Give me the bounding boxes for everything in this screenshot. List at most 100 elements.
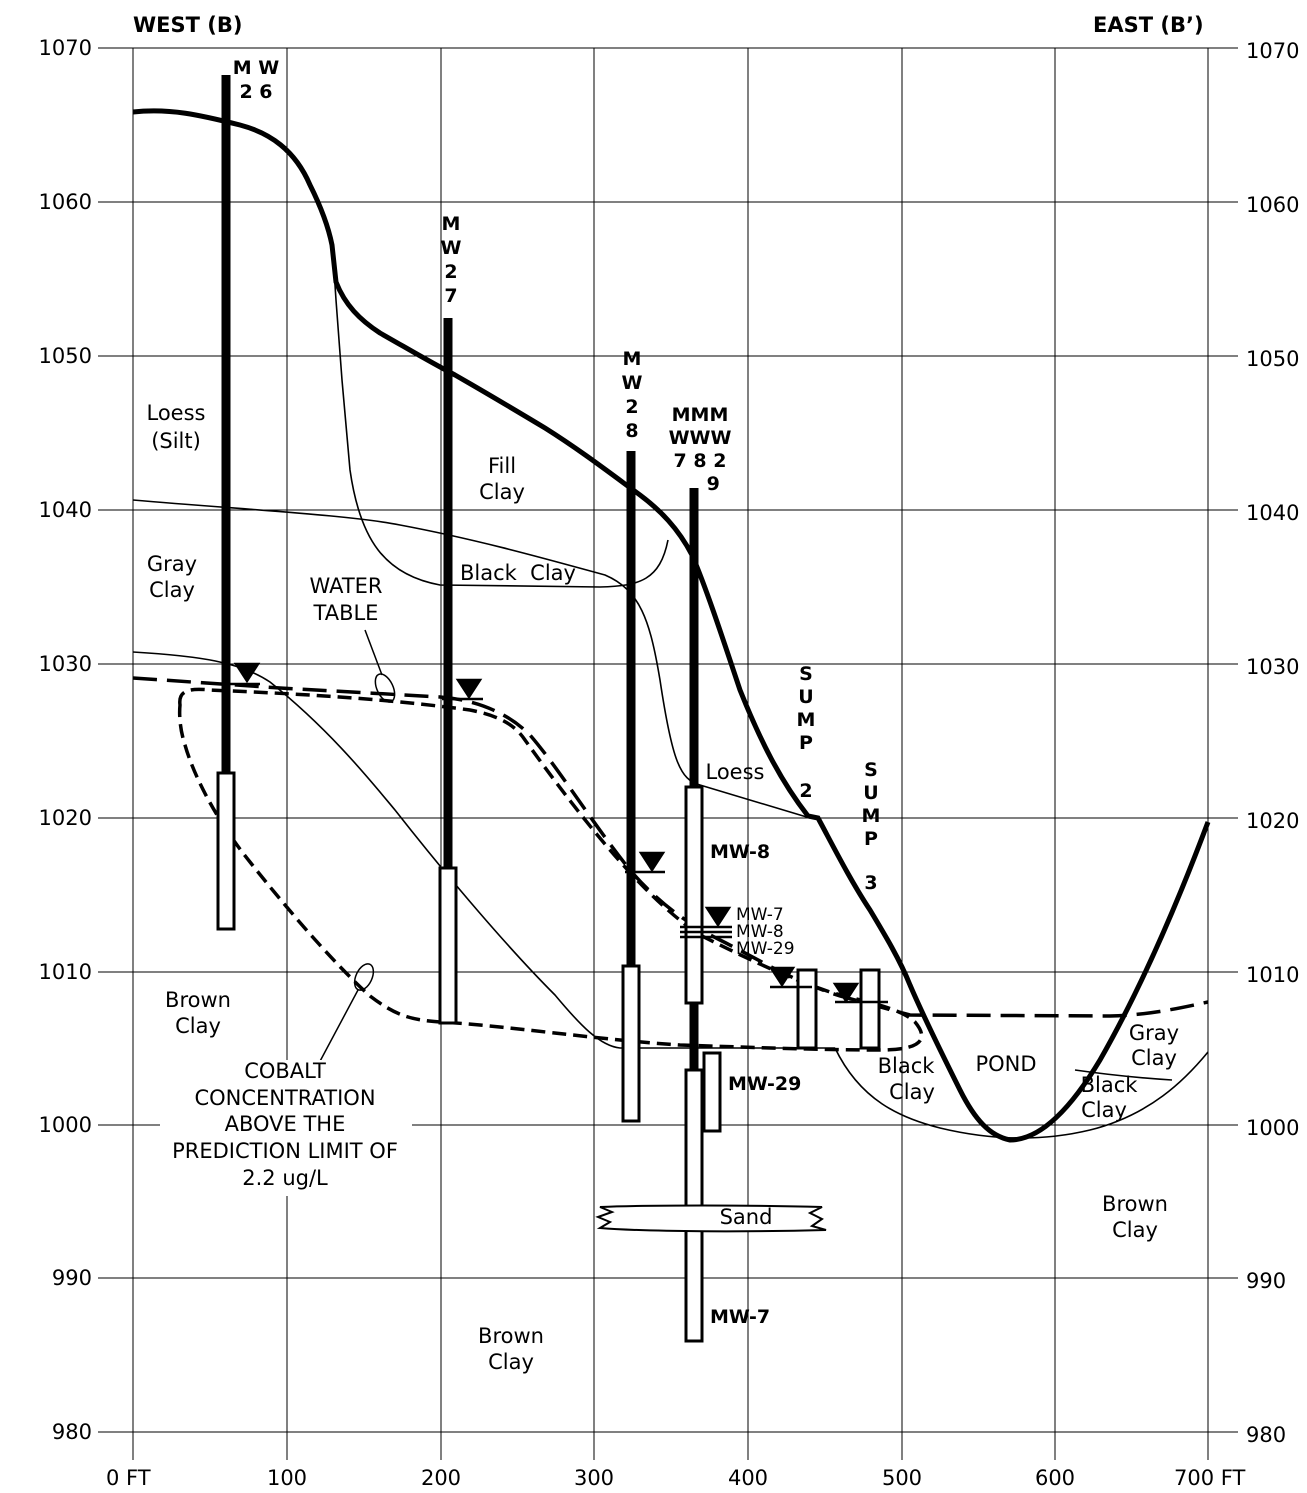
wl-mw-group-icon xyxy=(704,906,732,928)
sump2-label: M xyxy=(797,709,816,731)
mw29-screen-label: MW-29 xyxy=(728,1073,801,1095)
cobalt-label: CONCENTRATION xyxy=(194,1086,375,1110)
cobalt-plume-boundary xyxy=(177,687,924,1052)
mw8-screen-label: MW-8 xyxy=(710,841,770,863)
fill-boundary xyxy=(331,239,669,588)
sump2-label: 2 xyxy=(799,780,812,802)
cobalt-label: ABOVE THE xyxy=(225,1112,346,1136)
cobalt-label: 2.2 ug/L xyxy=(242,1166,328,1190)
black-clay-east-label: Clay xyxy=(1081,1098,1127,1122)
sand-lens xyxy=(595,1204,827,1233)
gray-clay-west-label: Gray xyxy=(147,552,197,576)
east-title: EAST (B’) xyxy=(1093,13,1204,37)
y-tick-label: 990 xyxy=(1246,1269,1286,1293)
mw26-label: M W xyxy=(233,57,280,79)
wl-mw26-icon xyxy=(233,662,261,684)
mw28-label: W xyxy=(622,372,643,394)
cobalt-callout-ellipse xyxy=(353,963,375,991)
y-tick-label: 1040 xyxy=(1246,501,1299,525)
mw28-label: 2 xyxy=(625,396,638,418)
wells xyxy=(216,75,881,1343)
y-tick-label: 1030 xyxy=(39,652,92,676)
layer-labels: Loess (Silt) Fill Clay Gray Clay Black C… xyxy=(147,401,1180,1374)
brown-clay-bottom-label: Clay xyxy=(488,1350,534,1374)
x-tick-label: 100 xyxy=(267,1466,307,1490)
cobalt-label: COBALT xyxy=(244,1059,326,1083)
mw28-screen xyxy=(621,964,641,1123)
gray-clay-east-label: Gray xyxy=(1129,1021,1179,1045)
x-tick-label: 400 xyxy=(728,1466,768,1490)
black-clay-pond-label: Clay xyxy=(889,1080,935,1104)
water-table-label: WATER xyxy=(309,574,382,598)
wl-mw7-label: MW-7 xyxy=(736,905,784,925)
y-axis-right: 1070 1060 1050 1040 1030 1020 1010 1000 … xyxy=(1246,39,1299,1447)
mw8-screen xyxy=(684,785,704,1005)
x-tick-label: 700 FT xyxy=(1174,1466,1245,1490)
well-labels: M W 2 6 M W 2 7 M W 2 8 MMM WWW 7 8 2 9 … xyxy=(233,57,881,894)
brown-clay-west-label: Clay xyxy=(175,1014,221,1038)
y-tick-label: 1030 xyxy=(1246,655,1299,679)
mw29-screen xyxy=(702,1051,722,1133)
callout-leaders xyxy=(317,629,396,1066)
wl-sump3-icon xyxy=(832,982,860,1004)
x-axis: 0 FT 100 200 300 400 500 600 700 FT xyxy=(106,1466,1245,1490)
loess-mid-label: Loess xyxy=(706,760,765,784)
wl-mw29-label: MW-29 xyxy=(736,939,795,959)
y-tick-label: 1000 xyxy=(1246,1116,1299,1140)
x-tick-label: 600 xyxy=(1035,1466,1075,1490)
y-tick-label: 990 xyxy=(52,1266,92,1290)
pond-label: POND xyxy=(975,1052,1036,1076)
water-table-line xyxy=(132,676,1209,1018)
y-tick-label: 1050 xyxy=(39,344,92,368)
fill-clay-label: Fill xyxy=(488,454,516,478)
sump2-label: U xyxy=(798,686,813,708)
brown-clay-bottom-label: Brown xyxy=(478,1324,544,1348)
sump2-label: P xyxy=(799,732,813,754)
sump3-label: S xyxy=(864,759,878,781)
y-tick-label: 1060 xyxy=(39,190,92,214)
y-tick-label: 1070 xyxy=(1246,39,1299,63)
strata-lines xyxy=(132,239,1209,1139)
brown-clay-east-label: Brown xyxy=(1102,1192,1168,1216)
mw28-label: M xyxy=(623,348,642,370)
wl-mw27-icon xyxy=(455,678,483,700)
loess-silt-label: (Silt) xyxy=(151,429,201,453)
black-clay-east-label: Black xyxy=(1081,1073,1139,1097)
black-clay-pond-label: Black xyxy=(878,1054,936,1078)
mw27-label: 7 xyxy=(444,285,457,307)
y-tick-label: 1000 xyxy=(39,1113,92,1137)
mw28-label: 8 xyxy=(625,420,638,442)
mw-group-label: MMM xyxy=(672,404,729,426)
y-tick-label: 1070 xyxy=(39,36,92,60)
y-tick-label: 980 xyxy=(52,1420,92,1444)
x-tick-label: 0 FT xyxy=(106,1466,151,1490)
mw7-screen-label: MW-7 xyxy=(710,1306,770,1328)
y-tick-label: 1050 xyxy=(1246,347,1299,371)
sump2-label: S xyxy=(799,663,813,685)
callout-text: WATER TABLE COBALT CONCENTRATION ABOVE T… xyxy=(160,572,412,1196)
y-tick-label: 1020 xyxy=(39,806,92,830)
water-table-label: TABLE xyxy=(313,601,379,625)
y-tick-label: 1010 xyxy=(1246,963,1299,987)
x-tick-label: 300 xyxy=(574,1466,614,1490)
black-clay-top-label: Black Clay xyxy=(460,561,576,585)
y-tick-label: 980 xyxy=(1246,1423,1286,1447)
gray-clay-west-label: Clay xyxy=(149,578,195,602)
wl-mw8-label: MW-8 xyxy=(736,922,784,942)
mw-group-label: 9 xyxy=(680,473,720,495)
gray-clay-top xyxy=(132,499,811,819)
grid xyxy=(98,47,1238,1460)
water-level-markers xyxy=(220,662,888,1004)
west-title: WEST (B) xyxy=(133,13,242,37)
sump2-screen xyxy=(796,968,818,1050)
y-axis-left: 1070 1060 1050 1040 1030 1020 1010 1000 … xyxy=(39,36,92,1444)
water-table-callout-ellipse xyxy=(374,673,396,703)
mw27-label: W xyxy=(441,237,462,259)
mw26-label: 2 6 xyxy=(239,81,272,103)
brown-clay-east-label: Clay xyxy=(1112,1218,1158,1242)
y-tick-label: 1040 xyxy=(39,498,92,522)
mw27-screen xyxy=(438,866,458,1025)
sump3-label: P xyxy=(864,828,878,850)
mw-group-label: WWW xyxy=(669,427,732,449)
